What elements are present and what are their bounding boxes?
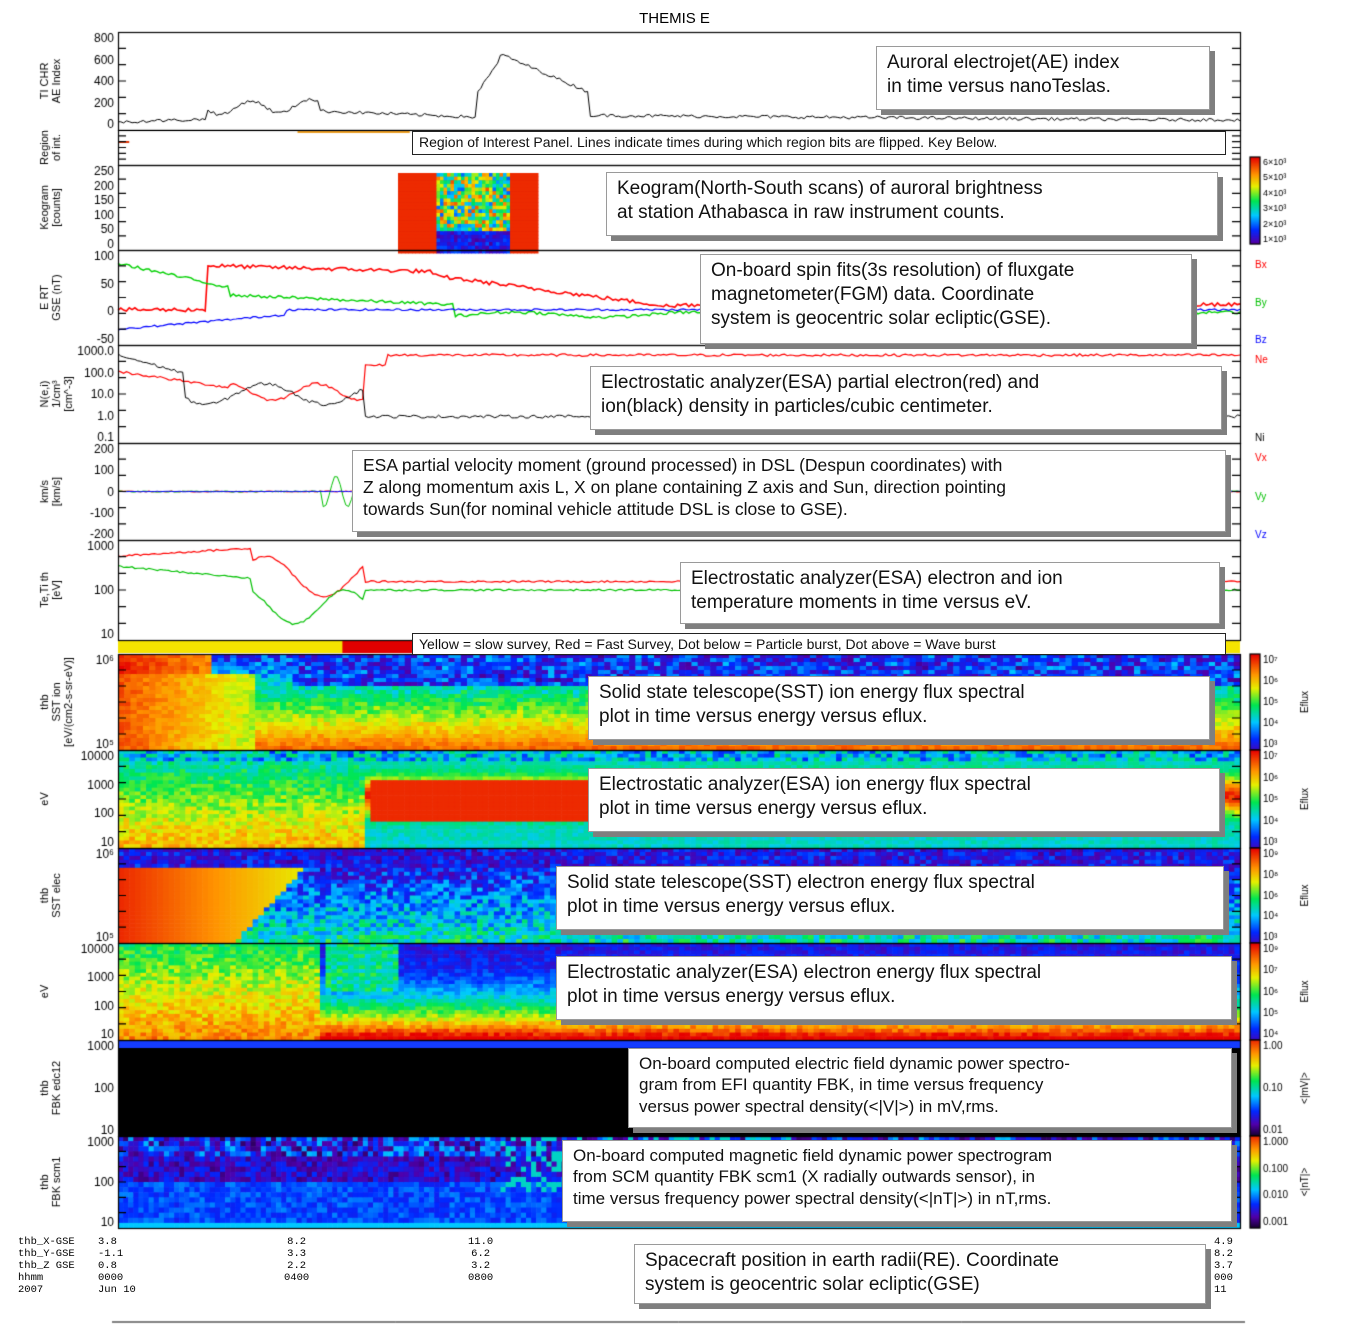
callout-ae: Auroral electrojet(AE) index in time vers… xyxy=(876,46,1210,110)
callout-scm: On-board computed magnetic field dynamic… xyxy=(562,1140,1232,1222)
callout-position: Spacecraft position in earth radii(RE). … xyxy=(634,1244,1206,1304)
callout-fgm: On-board spin fits(3s resolution) of flu… xyxy=(700,254,1192,344)
callout-roi: Region of Interest Panel. Lines indicate… xyxy=(412,131,1226,155)
callout-temperature: Electrostatic analyzer(ESA) electron and… xyxy=(680,562,1220,624)
ephemeris-col-0400: 8.2 3.3 2.2 0400 xyxy=(284,1236,310,1284)
callout-sst-ion: Solid state telescope(SST) ion energy fl… xyxy=(588,676,1210,740)
ephemeris-col-end: 4.9 8.2 3.7 000 11 xyxy=(1214,1236,1233,1296)
callout-esa-electron: Electrostatic analyzer(ESA) electron ene… xyxy=(556,956,1232,1020)
callout-density: Electrostatic analyzer(ESA) partial elec… xyxy=(590,366,1222,430)
callout-efi: On-board computed electric field dynamic… xyxy=(628,1048,1232,1128)
callout-sst-electron: Solid state telescope(SST) electron ener… xyxy=(556,866,1224,930)
ephemeris-col-0000: 3.8 -1.1 0.8 0000 Jun 10 xyxy=(98,1236,136,1296)
ephemeris-labels: thb_X-GSE thb_Y-GSE thb_Z GSE hhmm 2007 xyxy=(18,1236,75,1296)
callout-mode: Yellow = slow survey, Red = Fast Survey,… xyxy=(412,633,1226,655)
plot-title: THEMIS E xyxy=(639,10,710,27)
callout-keogram: Keogram(North-South scans) of auroral br… xyxy=(606,172,1218,236)
callout-velocity: ESA partial velocity moment (ground proc… xyxy=(352,450,1226,532)
callout-esa-ion: Electrostatic analyzer(ESA) ion energy f… xyxy=(588,768,1220,832)
ephemeris-col-0800: 11.0 6.2 3.2 0800 xyxy=(468,1236,494,1284)
